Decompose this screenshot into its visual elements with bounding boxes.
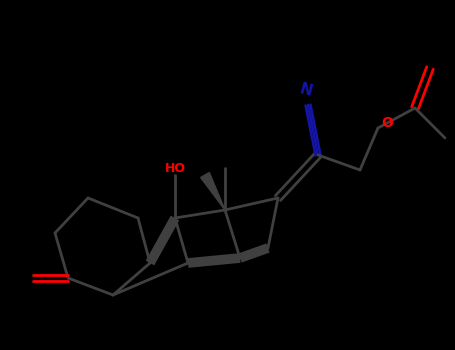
Text: O: O: [381, 116, 393, 130]
Text: HO: HO: [165, 161, 186, 175]
Text: N: N: [298, 81, 314, 99]
Polygon shape: [201, 173, 225, 210]
